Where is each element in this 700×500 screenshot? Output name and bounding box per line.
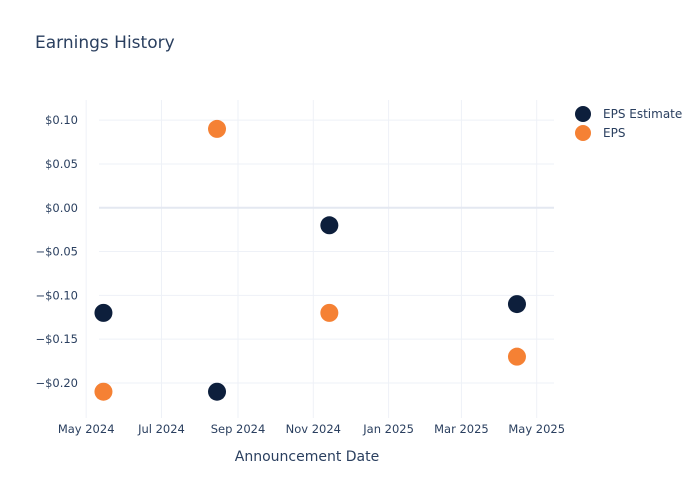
eps-estimate-point[interactable] — [320, 216, 339, 235]
eps-estimate-point[interactable] — [94, 303, 113, 322]
chart-title: Earnings History — [35, 33, 175, 53]
eps-point[interactable] — [320, 303, 339, 322]
eps-estimate-point[interactable] — [208, 382, 227, 401]
grid-lines — [85, 100, 554, 418]
x-tick-label: Jul 2024 — [137, 422, 185, 436]
x-tick-label: May 2024 — [58, 422, 115, 436]
y-tick-label: −$0.10 — [35, 288, 78, 302]
legend-marker — [575, 106, 591, 122]
y-axis-ticks: $0.10 $0.05 $0.00 −$0.05 −$0.10 −$0.15 −$0.20 — [35, 113, 78, 390]
eps-point[interactable] — [507, 347, 526, 366]
x-tick-label: Sep 2024 — [211, 422, 266, 436]
legend-label: EPS Estimate — [603, 107, 682, 121]
y-tick-label: $0.00 — [45, 201, 78, 215]
eps-point[interactable] — [208, 119, 227, 138]
x-tick-label: Jan 2025 — [362, 422, 414, 436]
legend-label: EPS — [603, 126, 625, 140]
legend-marker — [575, 125, 591, 141]
y-tick-label: −$0.20 — [35, 376, 78, 390]
legend: EPS Estimate EPS — [575, 106, 682, 141]
y-tick-label: −$0.05 — [35, 245, 78, 259]
eps-point[interactable] — [94, 382, 113, 401]
x-tick-label: Mar 2025 — [434, 422, 489, 436]
x-tick-label: May 2025 — [508, 422, 565, 436]
x-tick-label: Nov 2024 — [286, 422, 341, 436]
y-tick-label: $0.05 — [45, 157, 78, 171]
x-axis-title: Announcement Date — [235, 449, 379, 465]
y-tick-label: −$0.15 — [35, 332, 78, 346]
eps-estimate-point[interactable] — [507, 295, 526, 314]
data-points — [94, 119, 526, 401]
x-axis-ticks: May 2024 Jul 2024 Sep 2024 Nov 2024 Jan 2025… — [58, 422, 565, 436]
y-tick-label: $0.10 — [45, 113, 78, 127]
